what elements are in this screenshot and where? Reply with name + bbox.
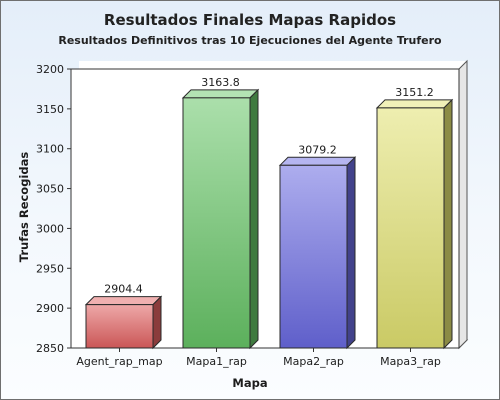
y-tick-label: 3000 — [36, 222, 64, 235]
bar-side-face — [152, 295, 162, 350]
y-axis-title: Trufas Recogidas — [17, 152, 31, 263]
bar-top-face — [278, 156, 357, 166]
bar-top-face — [84, 296, 163, 306]
bar-side-face — [346, 156, 356, 350]
y-tick-label: 2850 — [36, 342, 64, 355]
plot-right-wall — [458, 59, 468, 350]
chart-title: Resultados Finales Mapas Rapidos — [104, 11, 396, 29]
bar-Mapa3_rap — [375, 98, 454, 350]
x-tick-label: Mapa1_rap — [186, 355, 247, 368]
bar-front-face — [279, 164, 348, 349]
bar-value-label: 3151.2 — [395, 86, 434, 99]
bar-value-label: 3163.8 — [201, 76, 240, 89]
bar-top-face — [375, 99, 454, 109]
bar-front-face — [182, 97, 251, 349]
y-axis: 2850 2900 2950 3000 3050 3100 3150 3200 — [36, 63, 71, 355]
bar-side-face — [443, 98, 453, 350]
chart-subtitle: Resultados Definitivos tras 10 Ejecucion… — [58, 34, 442, 47]
x-axis-title: Mapa — [232, 376, 267, 390]
y-tick-label: 2900 — [36, 302, 64, 315]
y-tick-label: 3200 — [36, 63, 64, 76]
bar-Agent_rap_map — [84, 295, 163, 350]
bar-front-face — [85, 304, 154, 349]
y-tick-label: 3100 — [36, 143, 64, 156]
plot-area — [70, 68, 460, 349]
bar-front-face — [376, 107, 445, 349]
bar-top-face — [181, 89, 260, 99]
x-tick-label: Agent_rap_map — [76, 355, 162, 368]
x-tick-label: Mapa3_rap — [380, 355, 441, 368]
x-tick-label: Mapa2_rap — [283, 355, 344, 368]
y-tick-label: 3150 — [36, 103, 64, 116]
bar-Mapa1_rap — [181, 88, 260, 350]
bar-value-label: 2904.4 — [104, 283, 143, 296]
bar-value-label: 3079.2 — [298, 143, 337, 156]
bar-Mapa2_rap — [278, 156, 357, 350]
bar-side-face — [249, 88, 259, 350]
y-tick-label: 3050 — [36, 183, 64, 196]
x-axis: Agent_rap_map Mapa1_rap Mapa2_rap Mapa3_rap — [76, 348, 441, 368]
bars: 2904.4 3163.8 3079.2 3151.2 — [84, 76, 454, 350]
y-tick-label: 2950 — [36, 262, 64, 275]
